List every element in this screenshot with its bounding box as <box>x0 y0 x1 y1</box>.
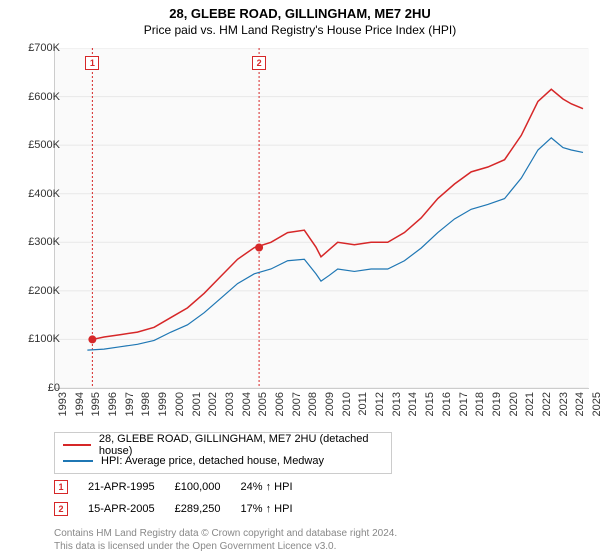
x-tick-label: 2005 <box>257 392 269 416</box>
legend-swatch-price <box>63 444 91 446</box>
transaction-date-1: 21-APR-1995 <box>88 481 155 493</box>
y-tick-label: £700K <box>28 42 60 54</box>
x-tick-label: 1995 <box>90 392 102 416</box>
license-line-1: Contains HM Land Registry data © Crown c… <box>54 528 397 539</box>
plot-area <box>54 48 588 388</box>
x-tick-label: 2016 <box>441 392 453 416</box>
y-tick-label: £200K <box>28 285 60 297</box>
chart-subtitle: Price paid vs. HM Land Registry's House … <box>0 21 600 37</box>
x-tick-label: 2014 <box>407 392 419 416</box>
legend-box: 28, GLEBE ROAD, GILLINGHAM, ME7 2HU (det… <box>54 432 392 474</box>
transaction-price-2: £289,250 <box>175 503 221 515</box>
x-tick-label: 1996 <box>107 392 119 416</box>
x-tick-label: 2011 <box>357 392 369 416</box>
transaction-delta-1: 24% ↑ HPI <box>241 481 293 493</box>
transaction-row-2: 2 15-APR-2005 £289,250 17% ↑ HPI <box>54 502 293 516</box>
x-tick-label: 2009 <box>324 392 336 416</box>
x-tick-label: 1998 <box>140 392 152 416</box>
x-tick-label: 2002 <box>207 392 219 416</box>
x-tick-label: 2017 <box>458 392 470 416</box>
x-tick-label: 2013 <box>391 392 403 416</box>
transaction-marker-1: 1 <box>54 480 68 494</box>
x-tick-label: 2010 <box>341 392 353 416</box>
legend-label-hpi: HPI: Average price, detached house, Medw… <box>101 455 324 467</box>
x-tick-label: 2024 <box>574 392 586 416</box>
license-line-2: This data is licensed under the Open Gov… <box>54 541 336 552</box>
x-tick-label: 2018 <box>474 392 486 416</box>
x-tick-label: 2021 <box>524 392 536 416</box>
y-tick-label: £600K <box>28 91 60 103</box>
y-tick-label: £400K <box>28 188 60 200</box>
x-tick-label: 1997 <box>124 392 136 416</box>
transaction-marker-2: 2 <box>54 502 68 516</box>
x-tick-label: 1993 <box>57 392 69 416</box>
transaction-delta-2: 17% ↑ HPI <box>241 503 293 515</box>
chart-title: 28, GLEBE ROAD, GILLINGHAM, ME7 2HU <box>0 0 600 21</box>
transaction-price-1: £100,000 <box>175 481 221 493</box>
x-tick-label: 2019 <box>491 392 503 416</box>
x-tick-label: 2012 <box>374 392 386 416</box>
x-tick-label: 2015 <box>424 392 436 416</box>
chart-container: 28, GLEBE ROAD, GILLINGHAM, ME7 2HU Pric… <box>0 0 600 560</box>
chart-svg <box>54 48 588 388</box>
x-tick-label: 2004 <box>241 392 253 416</box>
x-tick-label: 2023 <box>558 392 570 416</box>
x-tick-label: 2006 <box>274 392 286 416</box>
y-tick-label: £300K <box>28 236 60 248</box>
x-tick-label: 2007 <box>291 392 303 416</box>
y-tick-label: £100K <box>28 333 60 345</box>
x-tick-label: 2022 <box>541 392 553 416</box>
x-tick-label: 2020 <box>508 392 520 416</box>
sale-marker-badge: 2 <box>252 56 266 70</box>
legend-row-price: 28, GLEBE ROAD, GILLINGHAM, ME7 2HU (det… <box>63 437 383 453</box>
y-tick-label: £500K <box>28 139 60 151</box>
x-tick-label: 1994 <box>74 392 86 416</box>
sale-marker-badge: 1 <box>85 56 99 70</box>
transaction-row-1: 1 21-APR-1995 £100,000 24% ↑ HPI <box>54 480 293 494</box>
x-tick-label: 2001 <box>191 392 203 416</box>
x-tick-label: 2008 <box>307 392 319 416</box>
x-tick-label: 2003 <box>224 392 236 416</box>
transaction-date-2: 15-APR-2005 <box>88 503 155 515</box>
legend-label-price: 28, GLEBE ROAD, GILLINGHAM, ME7 2HU (det… <box>99 433 383 457</box>
x-tick-label: 2025 <box>591 392 600 416</box>
x-tick-label: 1999 <box>157 392 169 416</box>
legend-swatch-hpi <box>63 460 93 462</box>
x-tick-label: 2000 <box>174 392 186 416</box>
